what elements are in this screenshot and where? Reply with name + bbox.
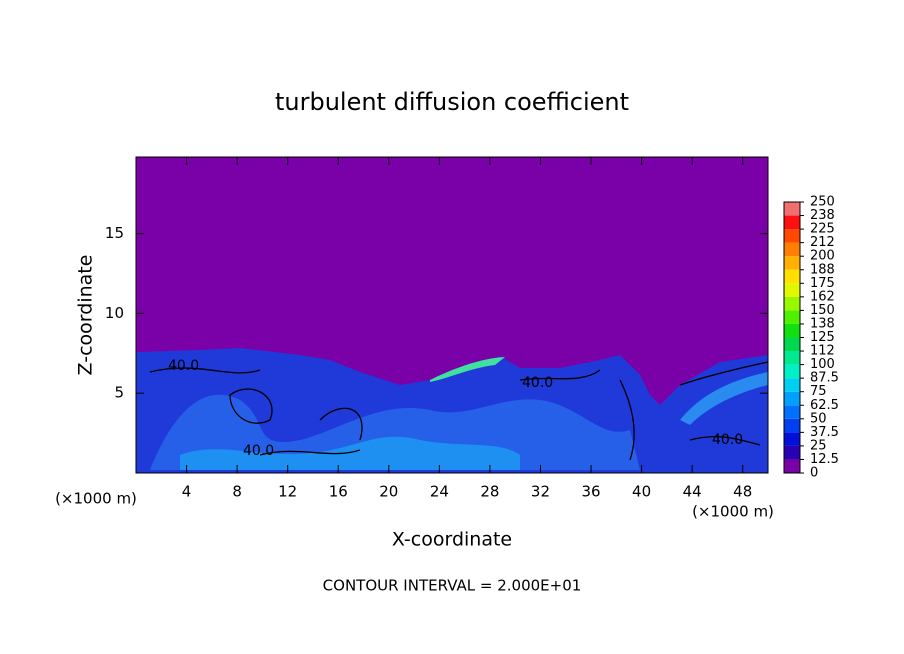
x-tick-label: 40 [632,483,651,501]
colorbar-swatch [784,351,800,365]
x-tick-label: 36 [581,483,600,501]
colorbar-swatch [784,269,800,284]
colorbar-swatch [784,310,800,324]
colorbar-swatch [784,283,800,297]
footer-note: CONTOUR INTERVAL = 2.000E+01 [323,577,582,595]
y-axis-label: Z-coordinate [75,255,97,376]
contour-label: 40.0 [168,358,199,374]
colorbar-label: 25 [810,438,827,453]
x-tick-label: 20 [379,483,398,501]
colorbar-swatch [784,378,800,392]
colorbar-label: 0 [810,466,818,481]
colorbar-label: 37.5 [810,425,839,440]
colorbar-swatch [784,391,800,406]
field [136,157,769,473]
x-tick-label: 44 [683,483,702,501]
x-tick-label: 12 [278,483,297,501]
colorbar-label: 188 [810,262,835,277]
contour-label: 40.0 [712,432,743,448]
colorbar-label: 200 [810,249,835,264]
x-unit: (×1000 m) [55,490,137,508]
chart-title: turbulent diffusion coefficient [275,88,629,116]
colorbar-label: 175 [810,276,835,291]
colorbar-label: 62.5 [810,398,839,413]
x-tick-label: 48 [733,483,752,501]
colorbar-swatch [784,242,800,257]
contour-label: 40.0 [522,375,553,391]
x-tick-label: 8 [232,483,242,501]
colorbar-label: 212 [810,235,835,250]
colorbar-label: 50 [810,411,827,426]
y-tick-label: 5 [114,384,124,402]
colorbar-label: 12.5 [810,452,839,467]
contour-label: 40.0 [243,443,274,459]
x-tick-label: 32 [531,483,550,501]
y-tick-label: 10 [105,304,124,322]
plot-frame [135,156,769,474]
y-tick-label: 15 [105,224,124,242]
field-region [150,394,640,470]
x-tick-label: 4 [182,483,192,501]
colorbar-label: 162 [810,289,835,304]
colorbar-label: 125 [810,330,835,345]
x-unit: (×1000 m) [692,503,774,521]
colorbar-swatch [784,229,800,243]
colorbar-swatch [784,459,800,473]
field-region [180,436,520,470]
colorbar-label: 250 [810,195,835,210]
colorbar-label: 138 [810,316,835,331]
colorbar-swatch [784,418,800,433]
field-region [430,357,505,382]
colorbar-label: 87.5 [810,371,839,386]
field-region [680,372,768,425]
colorbar-swatch [784,215,800,230]
x-axis-label: X-coordinate [392,529,512,551]
colorbar-swatch [784,323,800,338]
colorbar: 012.52537.55062.57587.510011212513815016… [783,195,839,481]
colorbar-label: 150 [810,303,835,318]
colorbar-swatch [784,445,800,460]
colorbar-swatch [784,256,800,270]
x-tick-label: 16 [329,483,348,501]
colorbar-swatch [784,364,800,379]
colorbar-label: 100 [810,357,835,372]
contour-line [149,361,769,461]
colorbar-label: 75 [810,384,827,399]
x-tick-label: 24 [430,483,449,501]
colorbar-swatch [784,202,800,216]
colorbar-swatch [784,337,800,352]
colorbar-label: 225 [810,222,835,237]
colorbar-swatch [784,296,800,311]
colorbar-swatch [784,432,800,446]
colorbar-label: 238 [810,208,835,223]
colorbar-label: 112 [810,344,835,359]
colorbar-swatch [784,405,800,419]
x-tick-label: 28 [480,483,499,501]
